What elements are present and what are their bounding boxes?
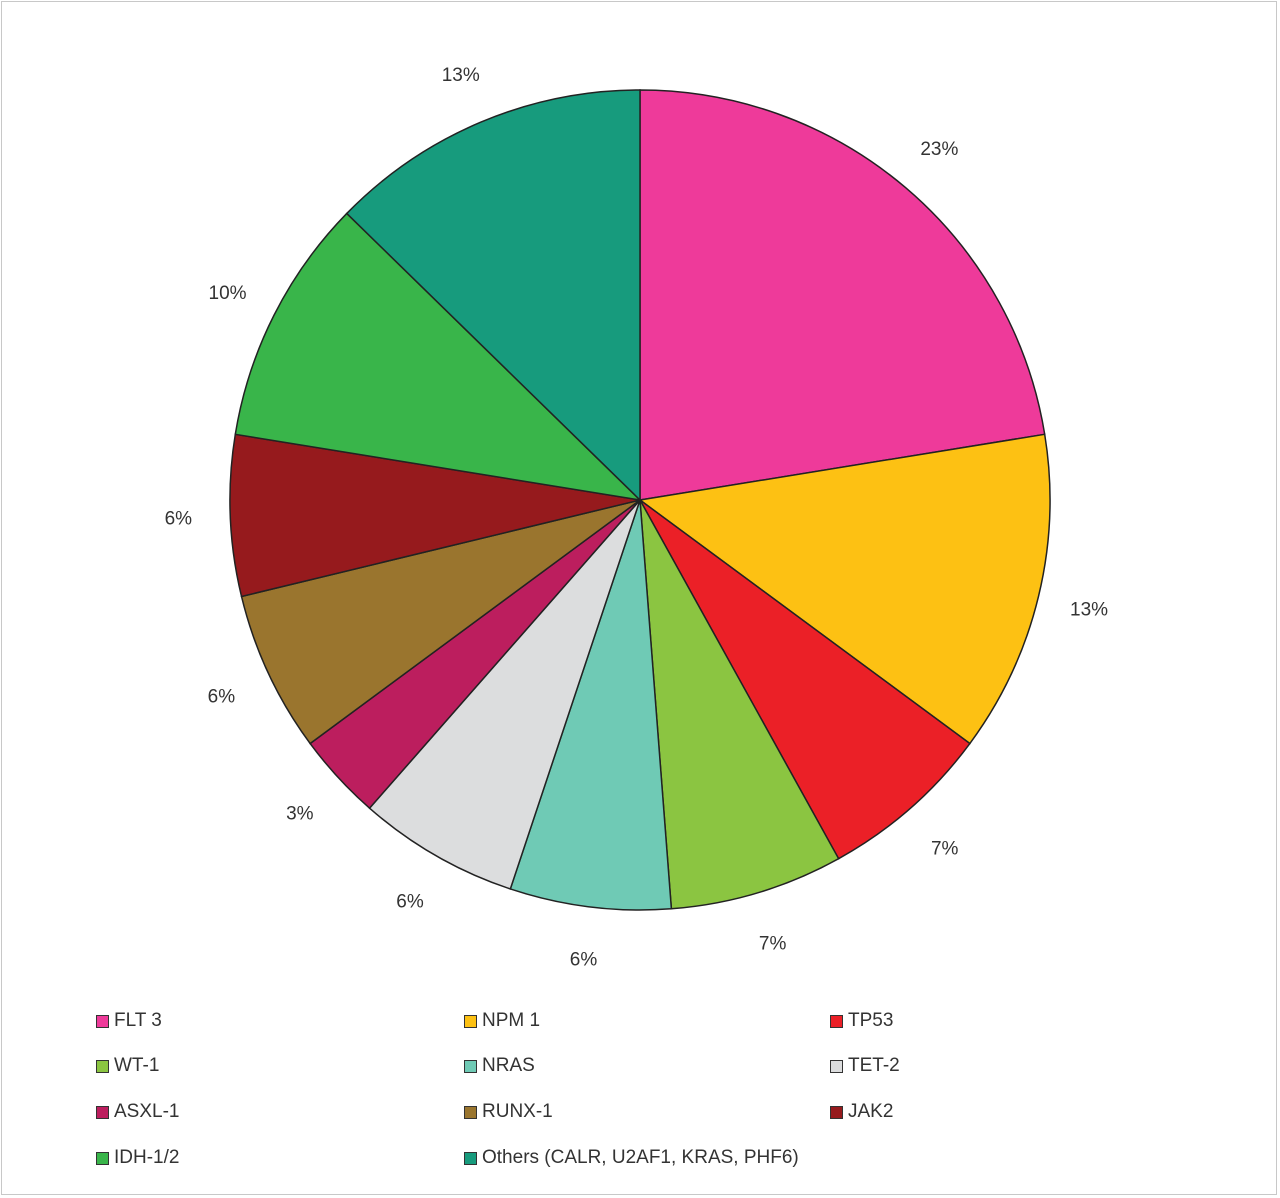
legend-swatch [464, 1014, 477, 1028]
legend-item-asxl-1: ASXL-1 [96, 1101, 179, 1123]
pie-slices [229, 89, 1051, 911]
data-label-wt-1: 7% [759, 934, 787, 955]
pie-slice-runx-1 [240, 499, 641, 745]
legend-label: WT-1 [114, 1055, 160, 1076]
legend-item-idh-1-2: IDH-1/2 [96, 1147, 179, 1169]
pie-slice-others-calr-u2af1-kras-phf6 [345, 89, 641, 502]
legend-item-tet-2: TET-2 [830, 1055, 900, 1077]
legend-swatch [830, 1059, 843, 1073]
pie-slice-tet-2 [368, 499, 641, 890]
data-label-idh-1-2: 10% [209, 283, 247, 304]
legend-label: TET-2 [848, 1055, 900, 1076]
pie-slice-idh-1-2 [234, 212, 643, 502]
legend-item-nras: NRAS [464, 1055, 535, 1077]
legend-swatch [96, 1059, 109, 1073]
legend-swatch [464, 1151, 477, 1165]
legend-swatch [464, 1105, 477, 1119]
legend-item-tp53: TP53 [830, 1010, 893, 1032]
legend-item-jak2: JAK2 [830, 1101, 893, 1123]
legend-item-flt-3: FLT 3 [96, 1010, 162, 1032]
data-label-runx-1: 6% [208, 686, 236, 707]
data-label-tp53: 7% [931, 838, 959, 859]
legend-swatch [96, 1105, 109, 1119]
pie-slice-flt-3 [639, 89, 1046, 501]
legend-item-npm-1: NPM 1 [464, 1010, 540, 1032]
legend-swatch [830, 1014, 843, 1028]
legend-item-wt-1: WT-1 [96, 1055, 159, 1077]
legend-label: TP53 [848, 1010, 894, 1031]
pie-slice-tp53 [639, 499, 971, 860]
legend-item-runx-1: RUNX-1 [464, 1101, 553, 1123]
data-label-asxl-1: 3% [286, 804, 314, 825]
pie-slice-jak2 [229, 433, 641, 598]
pie-data-labels: 23% 13% 7% 7% 6% 6% 3% 6% 6% 10% 13% [165, 65, 1109, 970]
data-label-flt-3: 23% [920, 139, 958, 160]
pie-slice-nras [509, 499, 673, 911]
legend-label: ASXL-1 [114, 1101, 180, 1122]
legend-label: NRAS [482, 1055, 535, 1076]
legend-label: Others (CALR, U2AF1, KRAS, PHF6) [482, 1147, 799, 1168]
data-label-tet-2: 6% [396, 892, 424, 913]
pie-slice-wt-1 [639, 499, 840, 910]
legend-label: JAK2 [848, 1101, 894, 1122]
legend-label: IDH-1/2 [114, 1147, 180, 1168]
data-label-nras: 6% [570, 950, 598, 971]
data-label-npm-1: 13% [1070, 600, 1108, 621]
pie-slice-npm-1 [638, 433, 1051, 745]
data-label-others-calr-u2af1-kras-phf6: 13% [442, 65, 480, 86]
legend-swatch [464, 1059, 477, 1073]
legend-label: FLT 3 [114, 1010, 162, 1031]
data-label-jak2: 6% [165, 509, 193, 530]
legend-swatch [96, 1014, 109, 1028]
legend-item-others-calr-u2af1-kras-phf6: Others (CALR, U2AF1, KRAS, PHF6) [464, 1147, 799, 1169]
legend-swatch [830, 1105, 843, 1119]
legend-label: RUNX-1 [482, 1101, 553, 1122]
legend-swatch [96, 1151, 109, 1165]
legend-label: NPM 1 [482, 1010, 541, 1031]
